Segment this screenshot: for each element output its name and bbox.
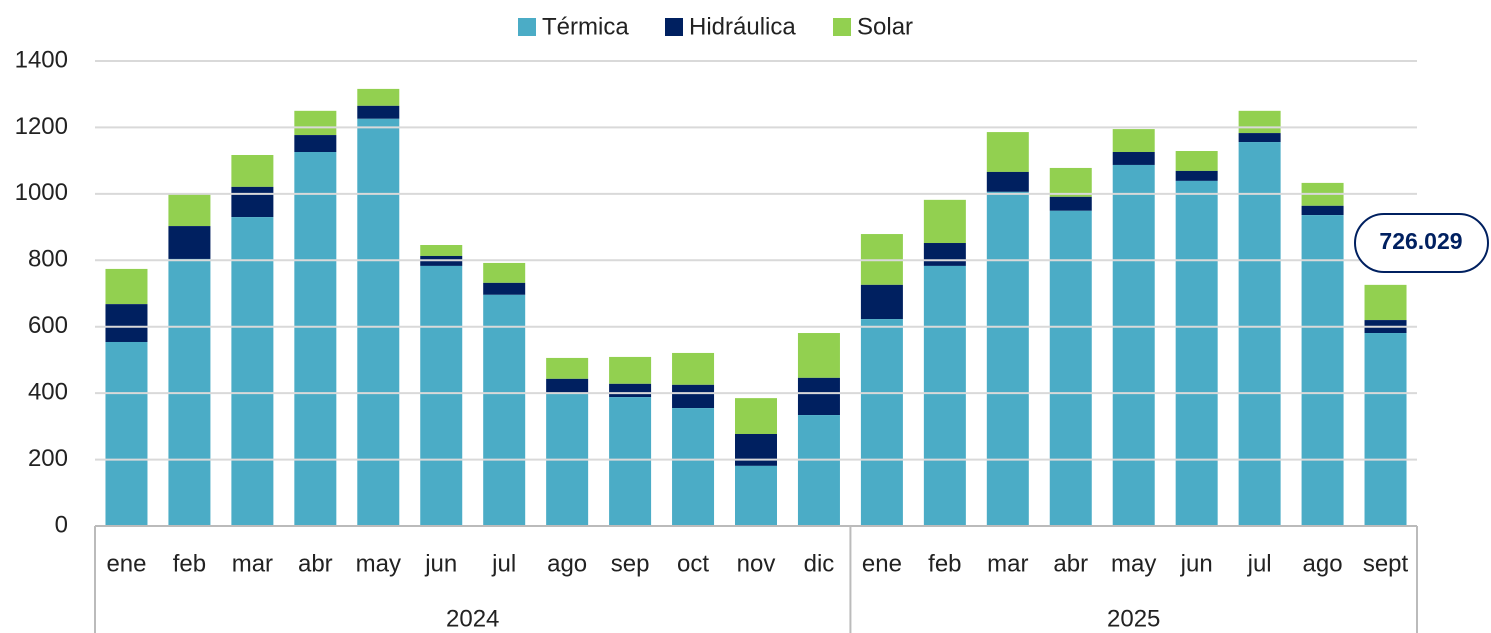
bar-segment: [483, 282, 526, 295]
y-tick-label: 600: [28, 312, 68, 339]
bar-segment: [609, 356, 652, 384]
bar-segment: [1112, 164, 1155, 527]
bar-segment: [1301, 205, 1344, 216]
bar-segment: [609, 397, 652, 526]
bar-segment: [1238, 110, 1281, 134]
bar-segment: [294, 135, 337, 153]
x-tick-label: sep: [611, 550, 650, 577]
x-tick-label: mar: [987, 550, 1028, 577]
bar-segment: [168, 226, 211, 259]
bar-segment: [1238, 142, 1281, 527]
bar-segment: [1364, 284, 1407, 321]
x-tick-label: jul: [1247, 550, 1272, 577]
bar-segment: [672, 384, 715, 409]
x-tick-label: jun: [424, 550, 457, 577]
bar-segment: [357, 118, 400, 527]
bar-segment: [1112, 129, 1155, 153]
bar-segment: [735, 465, 777, 526]
bar-segment: [986, 191, 1029, 526]
bar-segment: [231, 154, 274, 187]
bar-segment: [1112, 152, 1155, 165]
x-tick-label: ago: [1303, 550, 1343, 577]
bar-segment: [168, 193, 211, 227]
bar-segment: [1175, 151, 1218, 171]
annotation: 726.029: [1379, 228, 1462, 254]
bar-segment: [546, 357, 589, 379]
bar-segment: [672, 408, 715, 526]
bar-segment: [105, 268, 148, 305]
legend-label: Térmica: [542, 13, 629, 40]
bar-segment: [672, 352, 715, 385]
bar-segment: [1175, 170, 1218, 181]
bar-segment: [357, 105, 400, 119]
bar-segment: [797, 333, 840, 378]
bar-segment: [1301, 215, 1344, 526]
bar-segment: [105, 341, 148, 526]
x-tick-label: sept: [1363, 550, 1409, 577]
bar-segment: [483, 294, 526, 526]
bar-segment: [923, 243, 966, 266]
x-tick-label: feb: [928, 550, 961, 577]
x-tick-label: ago: [547, 550, 587, 577]
y-tick-label: 1000: [15, 179, 68, 206]
bar-segment: [546, 378, 589, 394]
x-tick-label: dic: [804, 550, 835, 577]
legend-label: Solar: [857, 13, 913, 40]
bar-segment: [609, 383, 652, 398]
bar-segment: [420, 265, 463, 526]
group-label: 2025: [1107, 605, 1160, 632]
x-tick-label: may: [356, 550, 401, 577]
bar-segment: [105, 304, 148, 342]
bar-segment: [357, 88, 400, 106]
bar-segment: [923, 199, 966, 244]
bar-segment: [1238, 133, 1281, 143]
bar-segment: [1049, 196, 1092, 211]
x-tick-label: oct: [677, 550, 709, 577]
bar-segment: [1364, 333, 1407, 526]
bar-segment: [420, 245, 463, 256]
y-tick-label: 800: [28, 246, 68, 273]
bar-segment: [923, 265, 966, 526]
legend-swatch: [833, 18, 851, 36]
x-tick-label: jul: [491, 550, 516, 577]
bar-segment: [860, 284, 903, 320]
bar-segment: [735, 398, 777, 434]
bar-segment: [1049, 167, 1092, 197]
x-tick-label: jun: [1180, 550, 1213, 577]
bar-segment: [797, 377, 840, 416]
y-tick-label: 0: [55, 511, 68, 538]
legend-label: Hidráulica: [689, 13, 796, 40]
annotation-box: [1354, 213, 1489, 273]
bar-segment: [1175, 180, 1218, 526]
bar-segment: [231, 186, 274, 218]
x-tick-label: mar: [232, 550, 273, 577]
y-tick-label: 1200: [15, 113, 68, 140]
x-tick-label: may: [1111, 550, 1156, 577]
x-tick-label: ene: [106, 550, 146, 577]
x-tick-label: feb: [173, 550, 206, 577]
y-tick-label: 1400: [15, 46, 68, 73]
x-tick-label: abr: [298, 550, 333, 577]
legend-swatch: [665, 18, 683, 36]
bar-segment: [986, 132, 1029, 172]
bar-segment: [483, 262, 526, 283]
bar-segment: [735, 433, 777, 466]
group-label: 2024: [446, 605, 499, 632]
x-tick-label: abr: [1053, 550, 1088, 577]
bar-segment: [986, 171, 1029, 192]
bar-segment: [231, 217, 274, 526]
bar-segment: [1049, 210, 1092, 526]
legend-swatch: [518, 18, 536, 36]
x-tick-label: nov: [737, 550, 776, 577]
bar-segment: [797, 415, 840, 526]
y-tick-label: 400: [28, 378, 68, 405]
y-tick-label: 200: [28, 445, 68, 472]
bar-segment: [294, 110, 337, 136]
x-tick-label: ene: [862, 550, 902, 577]
bar-segment: [294, 152, 337, 526]
bar-segment: [860, 319, 903, 526]
